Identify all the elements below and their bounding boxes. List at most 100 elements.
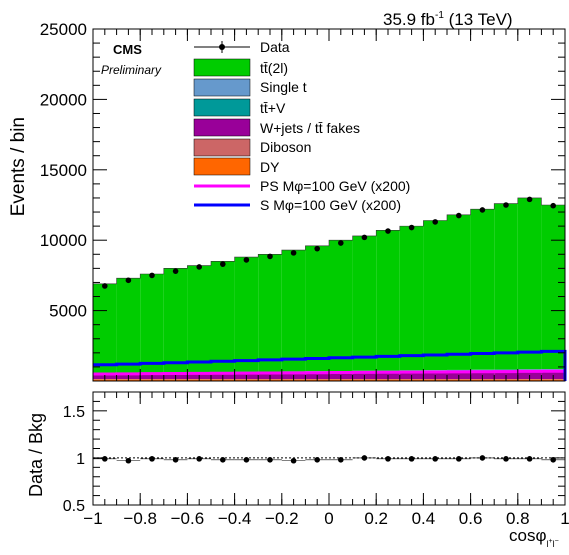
- ratio-y-tick-label-0: 0.5: [63, 498, 85, 515]
- ratio-point-6: [244, 457, 250, 463]
- preliminary-label: Preliminary: [101, 63, 162, 77]
- stack-bar-tt-2l--0: [93, 284, 117, 373]
- legend-data-marker: [219, 44, 225, 50]
- ratio-point-0: [102, 456, 108, 462]
- lumi-label: 35.9 fb-1 (13 TeV): [383, 10, 513, 29]
- ratio-axis-ticks: [93, 392, 565, 505]
- data-point-17: [503, 202, 509, 208]
- ratio-point-4: [196, 456, 202, 462]
- x-tick-label-1: −0.8: [123, 509, 157, 528]
- ratio-point-18: [527, 456, 533, 462]
- main-y-tick-label-2: 15000: [40, 161, 87, 180]
- ratio-y-tick-label-2: 1.5: [63, 404, 85, 421]
- legend-label-ttv: tt̄+V: [260, 100, 286, 116]
- ratio-points: [93, 455, 565, 463]
- ratio-point-15: [456, 456, 462, 462]
- ratio-y-tick-label-1: 1: [76, 451, 85, 468]
- data-point-16: [480, 207, 486, 213]
- stack-bar-tt-2l--19: [541, 205, 565, 369]
- legend-entry-data: Data: [194, 39, 290, 55]
- data-point-3: [173, 268, 179, 274]
- cms-label: CMS: [113, 42, 142, 57]
- x-tick-label-10: 1: [560, 509, 569, 528]
- data-point-12: [385, 228, 391, 234]
- data-point-5: [220, 261, 226, 267]
- data-point-14: [432, 219, 438, 225]
- ratio-point-12: [385, 456, 391, 462]
- ratio-point-11: [362, 455, 368, 461]
- x-tick-label-0: −1: [83, 509, 102, 528]
- legend-label-diboson: Diboson: [260, 139, 311, 155]
- x-tick-label-2: −0.6: [171, 509, 205, 528]
- legend-entry-diboson: Diboson: [194, 139, 311, 156]
- ratio-point-7: [267, 457, 273, 463]
- x-tick-label-5: 0: [324, 509, 333, 528]
- stack-bar-tt-2l--7: [258, 254, 282, 371]
- x-tick-label-3: −0.4: [218, 509, 252, 528]
- legend-entry-ttbar: tt̄(2l): [194, 59, 288, 76]
- legend-swatch-single-t: [194, 79, 250, 96]
- ratio-point-9: [314, 457, 320, 463]
- legend-label-s-signal: S Mφ=100 GeV (x200): [260, 197, 401, 213]
- x-tick-label-8: 0.6: [459, 509, 483, 528]
- ratio-point-14: [432, 456, 438, 462]
- legend-label-ps-signal: PS Mφ=100 GeV (x200): [260, 178, 410, 194]
- ratio-point-8: [291, 458, 297, 464]
- legend-swatch-wjets: [194, 119, 250, 136]
- main-y-tick-label-3: 20000: [40, 90, 87, 109]
- ratio-point-17: [503, 456, 509, 462]
- legend-entry-single-t: Single t: [194, 79, 307, 96]
- legend-label-data: Data: [260, 39, 290, 55]
- stack-bar-tt-2l--17: [494, 204, 518, 370]
- legend-entry-wjets: W+jets / tt̄ fakes: [194, 119, 360, 136]
- data-point-8: [291, 250, 297, 256]
- data-point-6: [244, 257, 250, 263]
- legend-swatch-ttv: [194, 99, 250, 116]
- legend-swatch-dy: [194, 158, 250, 175]
- stack-bar-tt-2l--12: [376, 230, 400, 370]
- ratio-point-1: [126, 458, 132, 464]
- ratio-point-13: [409, 456, 415, 462]
- stack-bar-tt-2l--10: [329, 240, 353, 371]
- x-tick-label-4: −0.2: [265, 509, 299, 528]
- legend-swatch-diboson: [194, 139, 250, 156]
- stack-bar-tt-2l--4: [187, 266, 211, 373]
- legend-label-ttbar: tt̄(2l): [260, 60, 288, 76]
- stack-bar-tt-2l--15: [447, 215, 471, 370]
- data-point-10: [338, 240, 344, 246]
- legend-entry-ps-signal: PS Mφ=100 GeV (x200): [194, 178, 410, 194]
- stack-bar-tt-2l--8: [282, 250, 306, 371]
- data-point-1: [126, 278, 132, 284]
- main-y-tick-label-1: 10000: [40, 231, 87, 250]
- stack-bar-tt-2l--1: [117, 278, 141, 373]
- data-point-13: [409, 225, 415, 231]
- data-point-15: [456, 213, 462, 219]
- data-point-4: [196, 264, 202, 270]
- stack-bar-tt-2l--6: [235, 257, 259, 372]
- main-y-tick-label-4: 25000: [40, 20, 87, 39]
- legend-label-single-t: Single t: [260, 79, 307, 95]
- legend: Data tt̄(2l) Single t tt̄+V W+jets / tt̄…: [194, 39, 410, 213]
- stack-bar-tt-2l--18: [518, 198, 542, 369]
- stack-bar-tt-2l--3: [164, 268, 188, 372]
- stack-bar-tt-2l--2: [140, 274, 164, 373]
- stack-bar-tt-2l--11: [353, 236, 377, 371]
- legend-entry-ttv: tt̄+V: [194, 99, 286, 116]
- stack-bar-tt-2l--9: [305, 246, 329, 371]
- stack-bar-tt-2l--5: [211, 261, 235, 372]
- stack-bar-tt-2l--13: [400, 226, 424, 370]
- data-point-2: [149, 273, 155, 279]
- x-axis-label: cosφl+l−: [509, 526, 559, 549]
- legend-label-wjets: W+jets / tt̄ fakes: [260, 120, 360, 136]
- ratio-y-tick-labels: 0.5 1 1.5: [63, 404, 85, 515]
- data-point-9: [314, 246, 320, 252]
- data-point-18: [527, 197, 533, 203]
- ratio-point-3: [173, 457, 179, 463]
- stack-bar-tt-2l--16: [471, 209, 495, 370]
- ratio-point-2: [149, 456, 155, 462]
